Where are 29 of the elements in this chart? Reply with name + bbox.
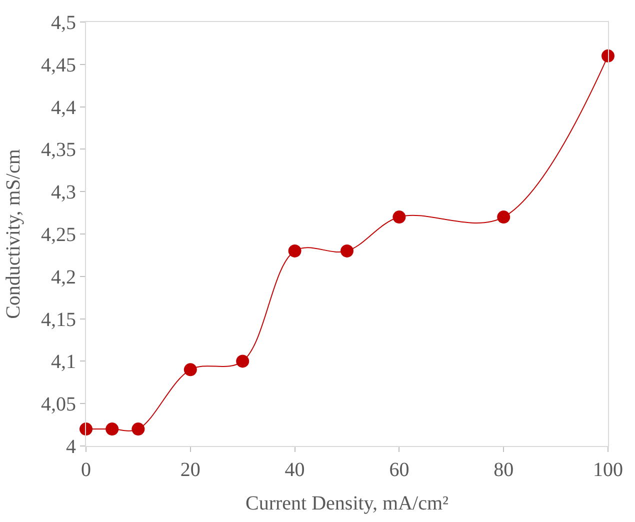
y-tick-label: 4,3 xyxy=(51,182,76,204)
y-tick-label: 4,05 xyxy=(41,394,76,416)
point xyxy=(288,244,302,258)
point xyxy=(602,49,614,62)
y-tick-label: 4,2 xyxy=(51,266,76,288)
y-tick-label: 4,35 xyxy=(41,139,76,162)
point xyxy=(392,210,406,224)
point xyxy=(184,363,197,376)
x-axis-title: Current Density, mA/cm² xyxy=(246,492,448,514)
y-tick-label: 4,25 xyxy=(41,224,76,246)
y-tick-label: 4,15 xyxy=(41,308,76,331)
x-tick-label: 40 xyxy=(284,459,305,481)
x-tick-label: 60 xyxy=(389,459,410,481)
y-tick-label: 4,45 xyxy=(41,54,76,76)
x-tick-label: 100 xyxy=(593,459,623,481)
x-tick-label: 80 xyxy=(494,459,514,481)
y-tick-label: 4 xyxy=(66,436,76,458)
point xyxy=(132,422,145,436)
y-axis-title: Conductivity, mS/cm xyxy=(2,148,24,319)
x-tick-label: 20 xyxy=(180,459,200,481)
point xyxy=(80,422,92,436)
point xyxy=(106,422,119,436)
x-tick-label: 0 xyxy=(81,459,91,481)
point xyxy=(340,244,354,258)
y-tick-label: 4,5 xyxy=(51,12,76,34)
point xyxy=(236,354,250,368)
y-tick-label: 4,1 xyxy=(51,351,76,374)
point xyxy=(497,210,510,224)
y-tick-label: 4,4 xyxy=(51,96,76,119)
